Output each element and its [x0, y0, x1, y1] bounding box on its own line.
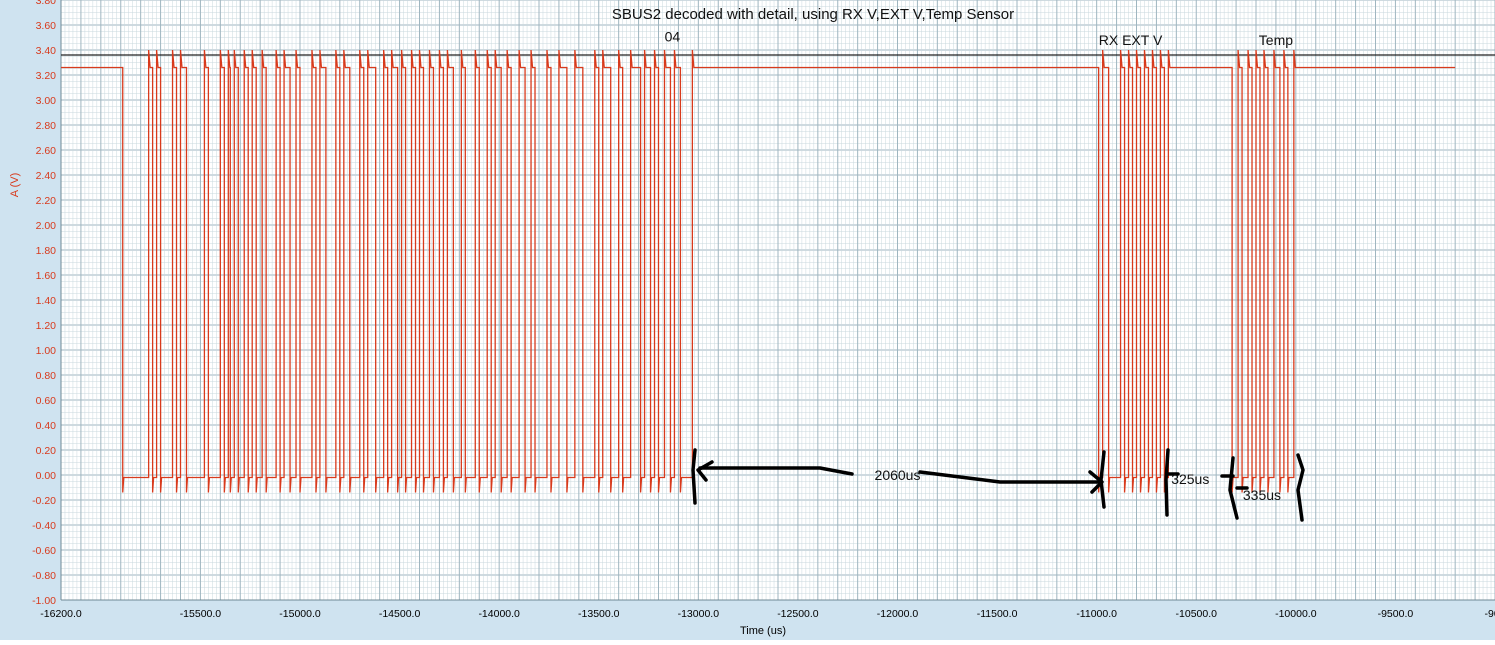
y-tick-label: 0.80 — [36, 370, 57, 382]
y-tick-labels: 3.80 3.60 3.40 3.20 3.00 2.80 2.60 2.40 2.20 2.00… — [32, 0, 56, 607]
y-tick-label: 1.20 — [36, 320, 57, 332]
y-tick-label: 1.00 — [36, 345, 57, 357]
y-tick-label: 2.80 — [36, 120, 57, 132]
y-tick-label: 3.00 — [36, 95, 57, 107]
y-tick-label: 2.20 — [36, 195, 57, 207]
annotation-label: 335us — [1243, 487, 1281, 503]
y-tick-label: -1.00 — [32, 595, 56, 607]
x-tick-label: -13000.0 — [678, 608, 720, 620]
series-trace — [61, 49, 1456, 493]
y-tick-label: -0.20 — [32, 495, 56, 507]
y-tick-label: -0.60 — [32, 545, 56, 557]
y-axis-label: A (V) — [9, 173, 21, 197]
bracket-left-2060 — [691, 448, 697, 505]
x-tick-label: -11500.0 — [977, 608, 1018, 620]
x-tick-label: -12500.0 — [777, 608, 819, 620]
x-tick-label: -12000.0 — [877, 608, 919, 620]
annotation-label: Temp — [1259, 32, 1293, 48]
x-tick-label: -15500.0 — [180, 608, 222, 620]
bracket-temp — [1228, 456, 1239, 520]
y-tick-label: 2.60 — [36, 145, 57, 157]
x-tick-label: -10000.0 — [1275, 608, 1317, 620]
x-tick-label: -10500.0 — [1176, 608, 1218, 620]
x-tick-label: -9500.0 — [1378, 608, 1414, 620]
y-tick-label: 1.40 — [36, 295, 57, 307]
x-tick-label: -11000.0 — [1076, 608, 1117, 620]
annotation-label: 2060us — [875, 467, 921, 483]
x-tick-label: -15000.0 — [279, 608, 321, 620]
y-tick-label: 3.60 — [36, 20, 57, 32]
line-2060-left — [698, 466, 854, 476]
bracket-left-325 — [1164, 448, 1170, 517]
annotation-label: 04 — [665, 28, 681, 44]
x-tick-label: -14000.0 — [478, 608, 520, 620]
y-tick-label: -0.80 — [32, 570, 56, 582]
x-tick-labels: -16200.0 -15500.0 -15000.0 -14500.0 -14000.0… — [40, 608, 1495, 620]
y-tick-label: 0.40 — [36, 420, 57, 432]
hand-drawn-markup — [691, 448, 1305, 522]
y-tick-label: 1.60 — [36, 270, 57, 282]
y-tick-label: 0.00 — [36, 470, 57, 482]
y-tick-label: 0.20 — [36, 445, 57, 457]
y-tick-label: 2.00 — [36, 220, 57, 232]
bracket-right-2060 — [1099, 450, 1106, 509]
y-tick-label: 2.40 — [36, 170, 57, 182]
arrow-2060-left — [696, 460, 714, 482]
y-tick-label: -0.40 — [32, 520, 56, 532]
annotations: 04 RX EXT V Temp 2060us 325us 335us — [665, 28, 1294, 503]
y-tick-label: 1.80 — [36, 245, 57, 257]
y-tick-label: 3.80 — [36, 0, 57, 7]
x-tick-label: -14500.0 — [379, 608, 421, 620]
chart-title: SBUS2 decoded with detail, using RX V,EX… — [612, 6, 1014, 23]
y-tick-label: 3.40 — [36, 45, 57, 57]
y-tick-label: 0.60 — [36, 395, 57, 407]
x-tick-label: -13500.0 — [578, 608, 620, 620]
line-2060-right — [918, 470, 1102, 484]
x-tick-label: -16200.0 — [40, 608, 82, 620]
x-axis-label: Time (us) — [740, 625, 786, 637]
bracket-right-335 — [1296, 453, 1305, 522]
y-tick-label: 3.20 — [36, 70, 57, 82]
annotation-label: RX EXT V — [1099, 32, 1163, 48]
x-tick-label: -900 — [1484, 608, 1495, 620]
annotation-label: 325us — [1171, 471, 1209, 487]
